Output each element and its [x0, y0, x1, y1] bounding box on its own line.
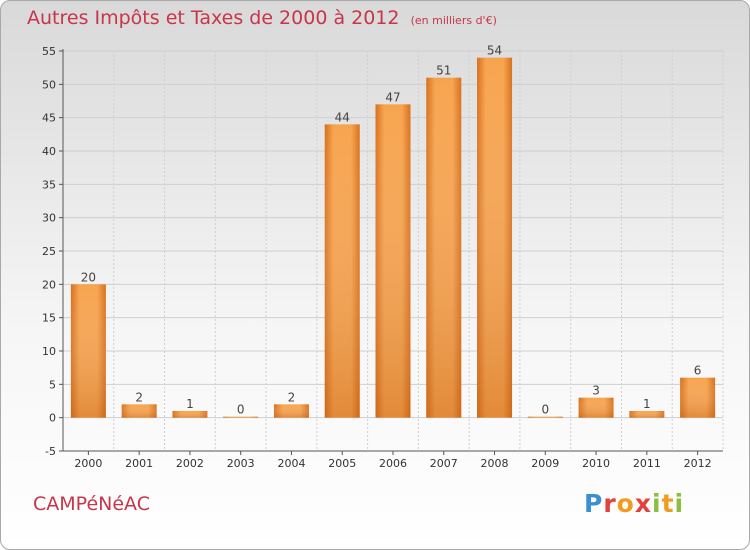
y-tick-label: 40: [42, 145, 56, 158]
y-tick-label: 5: [49, 378, 56, 391]
data-label: 44: [335, 110, 350, 124]
bar-shade: [527, 416, 563, 418]
data-label: 47: [385, 90, 400, 104]
y-tick-label: 10: [42, 345, 56, 358]
bar-2006: [375, 104, 411, 418]
bar-shade: [223, 416, 259, 418]
chart-header: Autres Impôts et Taxes de 2000 à 2012 (e…: [27, 7, 497, 29]
bar-shade: [70, 284, 106, 418]
data-label: 0: [237, 403, 245, 417]
data-label: 2: [288, 390, 296, 404]
x-tick-label: 2001: [125, 457, 153, 470]
bar-2000: [70, 284, 106, 418]
y-tick-label: 0: [49, 412, 56, 425]
bar-2005: [324, 124, 360, 418]
bar-shade: [121, 404, 157, 418]
bar-shade: [172, 411, 208, 418]
x-tick-label: 2012: [684, 457, 712, 470]
data-label: 3: [592, 384, 600, 398]
y-tick-label: 50: [42, 78, 56, 91]
y-tick-label: 45: [42, 112, 56, 125]
x-tick-label: 2010: [582, 457, 610, 470]
x-tick-label: 2011: [633, 457, 661, 470]
bars: [70, 57, 716, 418]
data-label: 54: [487, 44, 502, 58]
bar-2010: [578, 397, 614, 418]
chart-subtitle: (en milliers d'€): [410, 14, 497, 27]
x-tick-label: 2000: [74, 457, 102, 470]
bar-2001: [121, 404, 157, 418]
y-tick-label: 35: [42, 178, 56, 191]
data-label: 1: [186, 397, 194, 411]
bar-shade: [477, 57, 513, 418]
x-tick-label: 2004: [277, 457, 305, 470]
y-tick-label: 30: [42, 212, 56, 225]
bar-2002: [172, 411, 208, 418]
data-label: 6: [694, 364, 702, 378]
bar-2003: [223, 416, 259, 418]
bar-2008: [477, 57, 513, 418]
x-tick-label: 2003: [227, 457, 255, 470]
chart-title: Autres Impôts et Taxes de 2000 à 2012: [27, 7, 400, 29]
y-tick-label: 25: [42, 245, 56, 258]
bar-shade: [578, 397, 614, 418]
y-tick-label: 15: [42, 312, 56, 325]
y-tick-label: -5: [45, 445, 56, 458]
bar-shade: [273, 404, 309, 418]
bar-2007: [426, 77, 462, 418]
data-label: 51: [436, 64, 451, 78]
x-tick-label: 2008: [481, 457, 509, 470]
data-labels: 20 2 1 0 2 44 47 51 54 0 3 1 6: [81, 44, 702, 417]
x-tick-label: 2002: [176, 457, 204, 470]
x-tick-label: 2007: [430, 457, 458, 470]
data-label: 0: [541, 403, 549, 417]
y-tick-label: 20: [42, 278, 56, 291]
bar-2004: [273, 404, 309, 418]
x-tick-label: 2005: [328, 457, 356, 470]
y-tick-label: 55: [42, 45, 56, 58]
bar-2012: [680, 377, 716, 418]
data-label: 20: [81, 270, 96, 284]
commune-name: CAMPéNéAC: [33, 493, 150, 515]
data-label: 1: [643, 397, 651, 411]
proxiti-logo: Proxiti: [584, 489, 685, 518]
bar-shade: [324, 124, 360, 418]
x-tick-label: 2009: [531, 457, 559, 470]
bar-2011: [629, 411, 665, 418]
data-label: 2: [135, 390, 143, 404]
bar-shade: [375, 104, 411, 418]
bar-shade: [629, 411, 665, 418]
bar-2009: [527, 416, 563, 418]
bar-shade: [426, 77, 462, 418]
bar-shade: [680, 377, 716, 418]
x-tick-label: 2006: [379, 457, 407, 470]
